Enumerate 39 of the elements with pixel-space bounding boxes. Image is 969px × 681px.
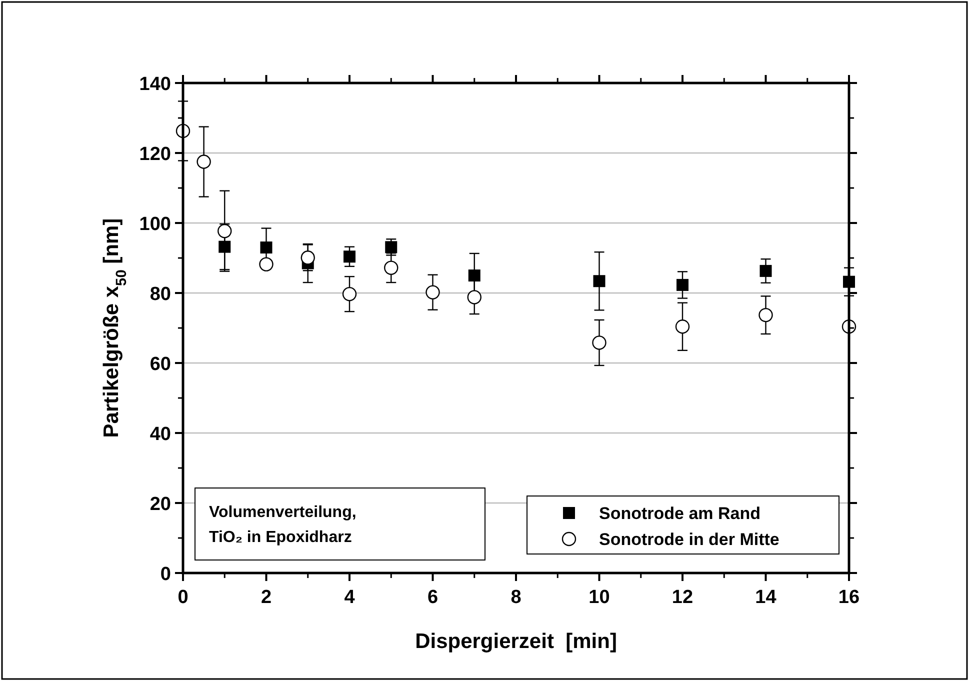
y-tick-label: 40: [150, 424, 171, 445]
point: [593, 275, 606, 288]
y-tick-label: 140: [139, 74, 171, 95]
point: [675, 320, 690, 334]
y-tick-label: 60: [150, 354, 171, 375]
x-tick-label: 6: [427, 587, 438, 608]
y-tick-label: 100: [139, 214, 171, 235]
y-tick-label: 20: [150, 494, 171, 515]
point: [259, 257, 274, 272]
x-tick-label: 4: [344, 587, 356, 608]
y-tick-label: 80: [150, 284, 171, 305]
y-tick-label: 120: [139, 144, 171, 165]
point: [758, 308, 773, 322]
point: [384, 260, 398, 275]
point: [344, 250, 356, 263]
x-tick-label: 12: [672, 587, 694, 608]
x-tick-label: 14: [755, 587, 777, 608]
point: [676, 278, 688, 291]
point: [468, 270, 480, 282]
point: [592, 336, 606, 350]
annotation: Volumenverteilung, TiO₂ in Epoxidharz: [209, 504, 356, 546]
point: [760, 264, 772, 277]
x-tick-label: 10: [588, 587, 610, 608]
point: [342, 286, 357, 302]
x-tick-label: 0: [178, 587, 188, 608]
point: [426, 285, 440, 300]
x-tick-label: 16: [838, 587, 860, 608]
x-axis-title: Dispergierzeit [min]: [415, 630, 617, 653]
point: [467, 290, 482, 304]
x-tick-label: 8: [510, 587, 522, 608]
point: [260, 242, 272, 254]
point: [218, 224, 232, 238]
point: [300, 250, 315, 265]
x-tick-label: 2: [260, 587, 272, 608]
y-tick-label: 0: [160, 564, 171, 585]
legend-label: Sonotrode am Rand: [599, 504, 761, 523]
point: [196, 154, 211, 169]
legend-label: Sonotrode in der Mitte: [599, 530, 780, 549]
point: [218, 240, 231, 253]
